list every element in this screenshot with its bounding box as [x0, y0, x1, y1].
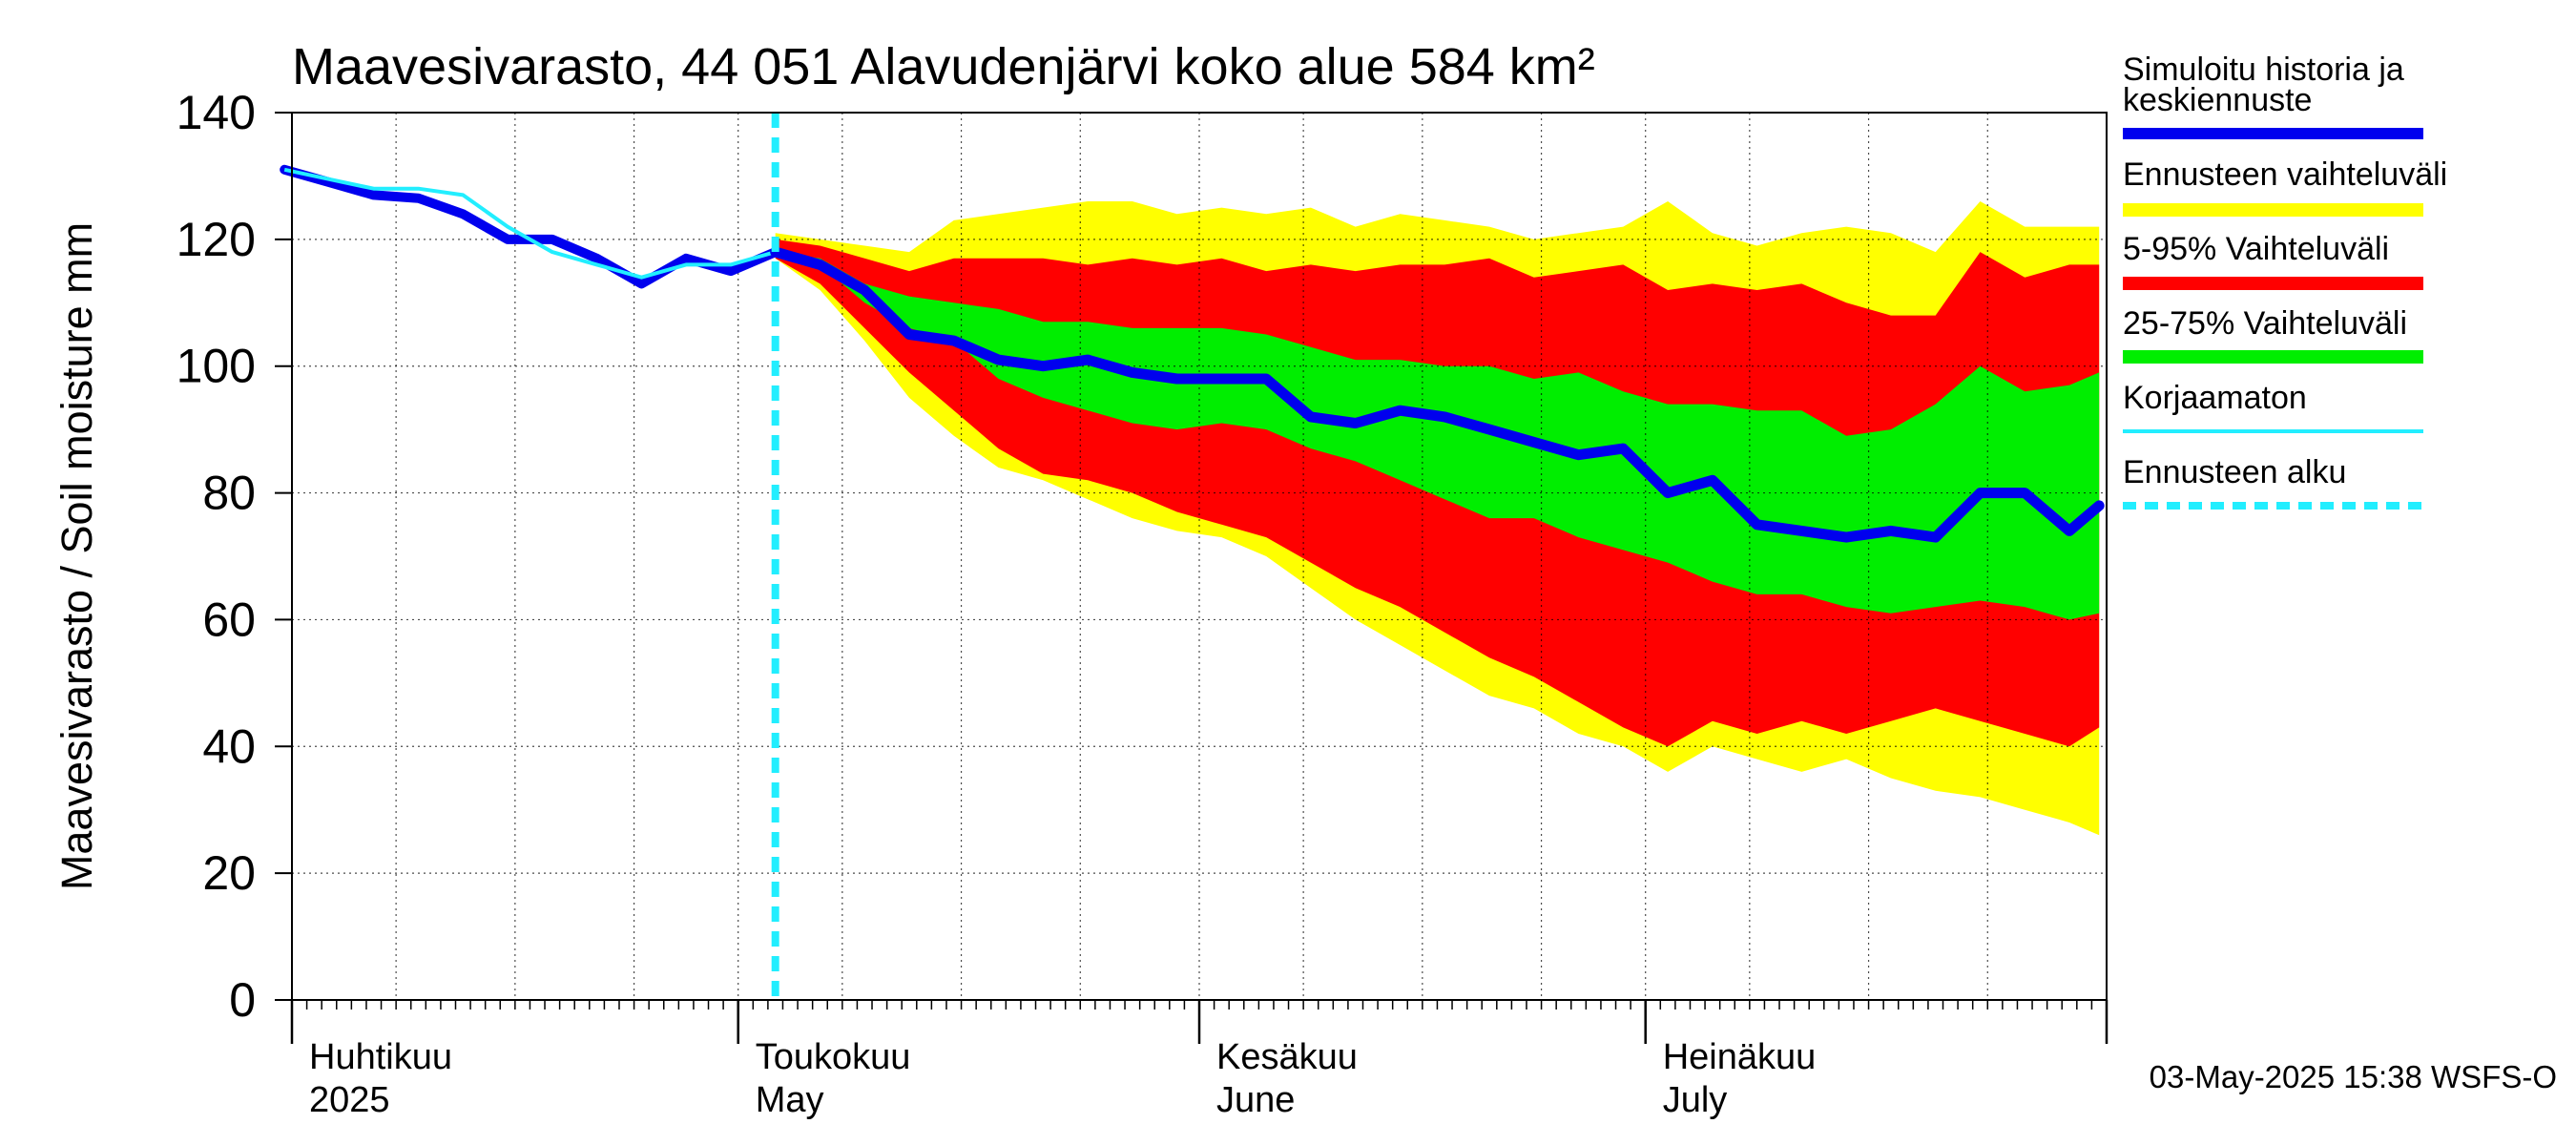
month-sublabel: May — [756, 1080, 824, 1120]
legend-label: Ennusteen alku — [2123, 454, 2346, 490]
y-tick-label: 20 — [202, 846, 256, 900]
legend-label: Ennusteen vaihteluväli — [2123, 156, 2447, 193]
month-sublabel: July — [1663, 1080, 1728, 1120]
y-tick-label: 60 — [202, 593, 256, 646]
y-tick-label: 0 — [229, 973, 256, 1027]
timestamp-label: 03-May-2025 15:38 WSFS-O — [2150, 1059, 2557, 1094]
chart-title: Maavesivarasto, 44 051 Alavudenjärvi kok… — [292, 38, 1595, 95]
month-label: Kesäkuu — [1216, 1037, 1358, 1077]
month-sublabel: 2025 — [309, 1080, 390, 1120]
legend-label: 5-95% Vaihteluväli — [2123, 231, 2389, 267]
month-label: Huhtikuu — [309, 1037, 452, 1077]
uncorrected-line — [283, 167, 777, 280]
y-tick-label: 140 — [177, 86, 256, 139]
grid-lines — [292, 113, 2107, 1000]
y-tick-label: 100 — [177, 340, 256, 393]
y-tick-label: 120 — [177, 213, 256, 266]
y-axis-label: Maavesivarasto / Soil moisture mm — [52, 222, 101, 890]
legend-label: Simuloitu historia ja — [2123, 52, 2404, 88]
legend-label-line2: keskiennuste — [2123, 82, 2312, 118]
legend-label: 25-75% Vaihteluväli — [2123, 305, 2407, 342]
legend-label: Korjaamaton — [2123, 380, 2307, 416]
forecast-median-line — [770, 246, 2105, 543]
y-tick-label: 40 — [202, 719, 256, 773]
month-sublabel: June — [1216, 1080, 1295, 1120]
y-tick-label: 80 — [202, 467, 256, 520]
month-label: Toukokuu — [756, 1037, 911, 1077]
month-label: Heinäkuu — [1663, 1037, 1817, 1077]
series-lines — [280, 113, 2105, 1000]
